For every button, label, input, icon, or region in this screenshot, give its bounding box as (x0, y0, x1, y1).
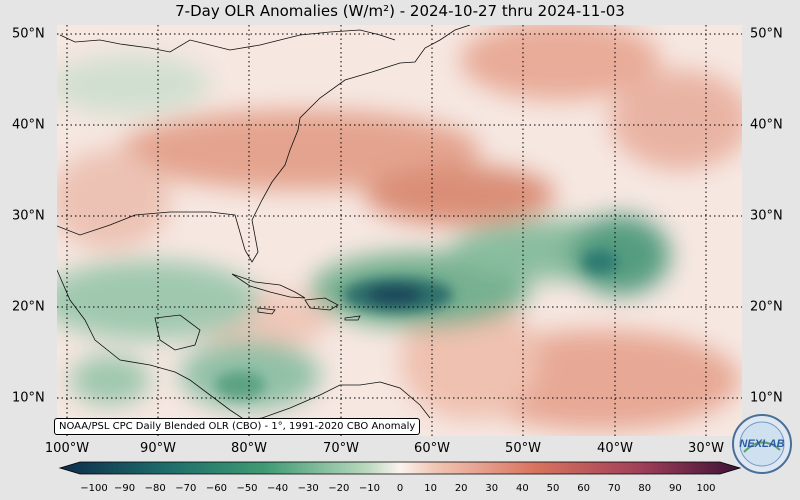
colorbar-tick-label: −20 (328, 483, 350, 494)
colorbar-tick-label: −40 (267, 483, 289, 494)
lon-label-100w: 100°W (44, 441, 90, 456)
graticule (57, 25, 742, 436)
lat-label-40n: 40°N (12, 117, 45, 133)
colorbar-tick-label: −70 (175, 483, 197, 494)
lat-label-right-10n: 10°N (750, 390, 783, 406)
lat-label-right-40n: 40°N (750, 117, 783, 133)
lat-label-right-50n: 50°N (750, 26, 783, 42)
nexlab-logo: NEXLAB (732, 414, 792, 474)
colorbar-tick-label: 100 (696, 483, 716, 494)
lat-label-right-20n: 20°N (750, 299, 783, 315)
colorbar-tick-label: 10 (424, 483, 437, 494)
svg-text:NEXLAB: NEXLAB (739, 438, 784, 450)
colorbar-tick-label: 0 (396, 483, 404, 494)
lat-label-10n: 10°N (12, 390, 45, 406)
colorbar-tick-label: 70 (607, 483, 621, 494)
colorbar-tick-label: −100 (80, 483, 108, 494)
lon-label-50w: 50°W (505, 441, 541, 456)
colorbar-tick-label: −50 (236, 483, 258, 494)
colorbar-tick-label: −80 (144, 483, 166, 494)
map-title: 7-Day OLR Anomalies (W/m²) - 2024-10-27 … (175, 2, 625, 20)
data-source-note: NOAA/PSL CPC Daily Blended OLR (CBO) - 1… (54, 418, 421, 435)
lon-label-40w: 40°W (597, 441, 633, 456)
colorbar-tick-label: 40 (516, 483, 529, 494)
colorbar-tick-label: 60 (577, 483, 590, 494)
colorbar-tick-label: 30 (485, 483, 499, 494)
colorbar-tick-label: 20 (454, 483, 468, 494)
lon-label-90w: 90°W (140, 441, 176, 456)
lat-label-30n: 30°N (12, 208, 45, 224)
colorbar-tick-label: 90 (669, 483, 682, 494)
lat-label-50n: 50°N (12, 26, 45, 42)
lon-label-80w: 80°W (231, 441, 267, 456)
colorbar-tick-label: −90 (114, 483, 136, 494)
lat-label-20n: 20°N (12, 299, 45, 315)
colorbar-tick-label: −10 (358, 483, 380, 494)
colorbar-tick-label: −60 (205, 483, 227, 494)
lon-label-30w: 30°W (688, 441, 724, 456)
colorbar-tick-label: 50 (546, 483, 560, 494)
colorbar-tick-label: −30 (297, 483, 319, 494)
colorbar-tick-label: 80 (638, 483, 652, 494)
olr-anomaly-field (57, 25, 742, 436)
colorbar (58, 461, 742, 475)
lon-label-70w: 70°W (323, 441, 359, 456)
lat-label-right-30n: 30°N (750, 208, 783, 224)
lon-label-60w: 60°W (414, 441, 450, 456)
coastlines (57, 25, 471, 421)
